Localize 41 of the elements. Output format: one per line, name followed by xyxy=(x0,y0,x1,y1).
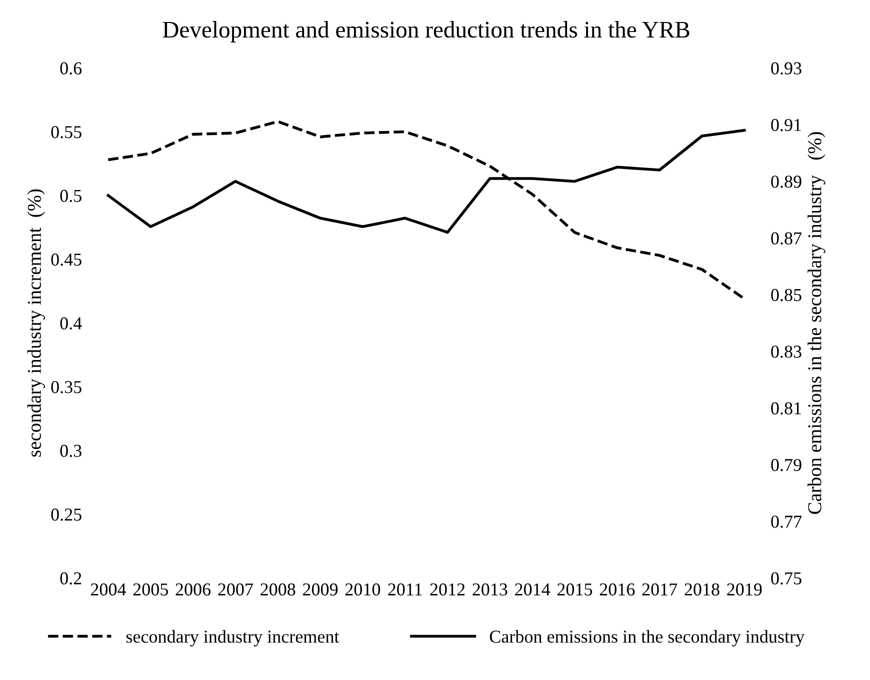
x-tick-label: 2007 xyxy=(218,583,253,596)
x-tick-label: 2015 xyxy=(557,583,592,596)
x-tick-label: 2019 xyxy=(727,583,762,596)
y2-tick-label: 0.85 xyxy=(771,288,802,302)
y-tick-label: 0.2 xyxy=(60,572,82,585)
y-tick-label: 0.25 xyxy=(51,508,82,521)
line-series xyxy=(106,120,746,300)
x-tick-label: 2005 xyxy=(133,583,168,596)
x-tick-label: 2004 xyxy=(90,583,126,596)
x-tick-label: 2018 xyxy=(684,583,720,596)
y2-tick-label: 0.75 xyxy=(771,572,802,585)
y-tick-label: 0.3 xyxy=(60,444,82,458)
x-tick-label: 2011 xyxy=(388,583,422,596)
x-tick-label: 2009 xyxy=(303,583,338,596)
y2-tick-label: 0.81 xyxy=(771,402,801,415)
y-axis-title: secondary industry increment (%) xyxy=(27,189,45,457)
x-tick-label: 2016 xyxy=(600,583,635,596)
x-tick-label: 2013 xyxy=(472,583,508,596)
y-tick-label: 0.4 xyxy=(60,317,82,330)
y2-tick-label: 0.87 xyxy=(771,232,802,245)
x-tick-label: 2010 xyxy=(345,583,380,596)
legend-label: secondary industry increment xyxy=(126,630,340,646)
chart-title: Development and emission reduction trends in the YRB xyxy=(162,21,690,42)
y-tick-label: 0.6 xyxy=(60,62,82,75)
x-tick-label: 2006 xyxy=(176,583,211,596)
y-tick-label: 0.55 xyxy=(51,126,82,138)
x-tick-label: 2012 xyxy=(430,583,465,596)
x-tick-label: 2014 xyxy=(515,583,550,596)
y2-tick-label: 0.91 xyxy=(771,118,801,132)
y-tick-label: 0.5 xyxy=(60,190,82,202)
y-tick-label: 0.35 xyxy=(51,381,82,394)
y2-tick-label: 0.77 xyxy=(771,516,802,528)
y2-tick-label: 0.93 xyxy=(771,62,802,75)
y2-tick-label: 0.89 xyxy=(771,176,802,188)
legend-label: Carbon emissions in the secondary industry xyxy=(490,630,804,646)
y2-tick-label: 0.83 xyxy=(771,346,802,358)
y2-tick-label: 0.79 xyxy=(771,458,802,472)
x-tick-label: 2017 xyxy=(642,583,678,596)
y-tick-label: 0.45 xyxy=(51,254,82,266)
y2-axis-title: Carbon emissions in the secondary industry (%) xyxy=(808,132,826,514)
x-tick-label: 2008 xyxy=(260,583,296,596)
